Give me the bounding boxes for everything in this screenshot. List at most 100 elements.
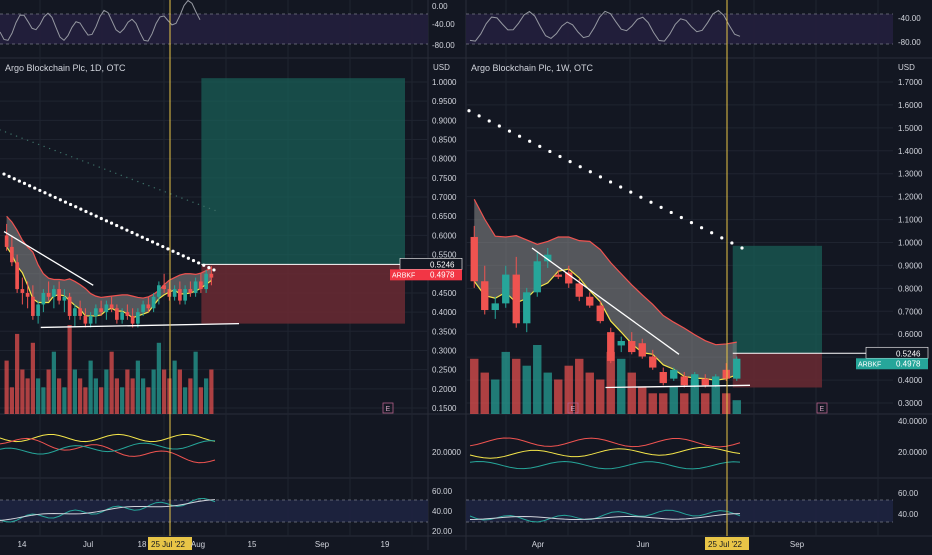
left-candle-body bbox=[204, 273, 208, 290]
right-ma-dot bbox=[517, 134, 522, 138]
right-price-tick-label: 0.7000 bbox=[898, 307, 923, 316]
left-candle-body bbox=[52, 289, 56, 297]
left-stop-zone bbox=[201, 264, 405, 324]
left-ma-dot bbox=[145, 237, 150, 242]
right-candle-body bbox=[533, 261, 541, 293]
right-price-tick-label: 0.9000 bbox=[898, 261, 923, 270]
left-candle-body bbox=[57, 289, 61, 301]
left-candle-body bbox=[62, 296, 67, 301]
left-ma-dot bbox=[28, 184, 32, 188]
right-price-tick-label: 1.4000 bbox=[898, 147, 923, 156]
left-volume-bar bbox=[114, 378, 119, 414]
left-volume-bar bbox=[62, 387, 67, 414]
right-ma-dot bbox=[699, 226, 704, 230]
right-price-tick-label: 1.7000 bbox=[898, 78, 923, 87]
right-bottom-osc-tick: 60.00 bbox=[898, 489, 919, 498]
left-volume-bar bbox=[125, 369, 130, 414]
left-long-ma-dot bbox=[181, 197, 183, 199]
right-earnings-box bbox=[567, 402, 579, 414]
right-candle-body bbox=[544, 254, 552, 262]
left-earnings-box bbox=[382, 402, 394, 414]
right-top-osc-tick: -40.00 bbox=[898, 14, 921, 23]
right-price-tick-label: 1.2000 bbox=[898, 193, 923, 202]
left-ma-dot bbox=[207, 265, 211, 270]
left-cursor-date-box bbox=[148, 537, 192, 550]
left-long-ma-dot bbox=[65, 154, 67, 156]
left-candle-body bbox=[99, 308, 103, 313]
right-chart-title: Argo Blockchain Plc, 1W, OTC bbox=[471, 63, 594, 73]
left-trend-line bbox=[3, 231, 94, 286]
left-ma-dot bbox=[38, 188, 42, 193]
right-volume-bar bbox=[680, 393, 689, 414]
left-volume-bar bbox=[146, 387, 151, 414]
left-price-tick-label: 0.5500 bbox=[432, 251, 457, 260]
right-ma-dot bbox=[629, 190, 633, 194]
left-volume-bar bbox=[46, 369, 51, 414]
right-volume-bar bbox=[575, 358, 584, 414]
left-candle-body bbox=[146, 304, 151, 309]
right-ma-dot bbox=[740, 246, 744, 250]
left-long-ma-dot bbox=[0, 129, 1, 131]
left-dmi-line bbox=[0, 440, 216, 455]
left-time-tick: 19 bbox=[381, 540, 390, 549]
right-price-tick-label: 1.0000 bbox=[898, 239, 923, 248]
left-top-osc-tick: 0.00 bbox=[432, 2, 448, 11]
left-candle-body bbox=[109, 304, 114, 309]
right-dmi-line bbox=[469, 437, 741, 448]
right-ticker-tag bbox=[856, 358, 928, 370]
right-volume-bar bbox=[711, 386, 720, 414]
left-candle-body bbox=[83, 315, 88, 324]
left-ma-dot bbox=[12, 177, 16, 181]
left-long-ma-dot bbox=[159, 189, 161, 191]
right-ma-dot bbox=[548, 149, 552, 154]
right-ma-dot bbox=[487, 119, 491, 123]
right-ma-band bbox=[474, 199, 737, 381]
left-candle-body bbox=[120, 312, 124, 320]
right-time-tick: Sep bbox=[790, 540, 805, 549]
left-ma-dot bbox=[166, 247, 170, 251]
right-ma-dot bbox=[538, 144, 542, 148]
right-volume-bar bbox=[554, 379, 563, 414]
left-ma-dot bbox=[17, 179, 21, 183]
left-volume-bar bbox=[88, 360, 93, 414]
right-time-tick: Apr bbox=[532, 540, 545, 549]
left-top-osc-tick: -80.00 bbox=[432, 41, 455, 50]
left-ma-dot bbox=[2, 172, 6, 176]
left-volume-bar bbox=[156, 342, 161, 414]
right-ma-dot bbox=[528, 139, 532, 143]
right-volume-bar bbox=[627, 372, 636, 414]
right-last-price-text: 0.5246 bbox=[896, 349, 921, 358]
right-bottom-osc-tick: 40.00 bbox=[898, 510, 919, 519]
right-ma-dot bbox=[477, 114, 481, 118]
left-top-osc-tick: -40.00 bbox=[432, 20, 455, 29]
right-time-tick: Jun bbox=[637, 540, 650, 549]
left-volume-bar bbox=[78, 378, 83, 414]
left-price-tick-label: 0.4500 bbox=[432, 289, 457, 298]
left-volume-bar bbox=[172, 360, 177, 414]
left-price-tick-label: 0.3500 bbox=[432, 327, 457, 336]
left-long-ma-dot bbox=[48, 147, 51, 150]
left-volume-bar bbox=[72, 369, 77, 414]
left-candle-body bbox=[199, 281, 203, 290]
left-volume-bar bbox=[167, 378, 172, 414]
left-volume-bar bbox=[57, 378, 62, 414]
right-volume-bar bbox=[701, 393, 710, 414]
left-candle-body bbox=[162, 285, 166, 290]
left-long-ma-dot bbox=[37, 143, 40, 146]
right-ma-dot bbox=[598, 175, 603, 179]
left-volume-bar bbox=[162, 369, 167, 414]
left-volume-bar bbox=[193, 351, 198, 414]
left-ma-dot bbox=[197, 261, 201, 265]
left-candle-body bbox=[209, 273, 214, 278]
left-candle-body bbox=[115, 308, 119, 320]
right-candle-body bbox=[596, 305, 604, 322]
right-ma-dot bbox=[720, 236, 724, 240]
left-volume-bar bbox=[4, 360, 9, 414]
left-ma-dot bbox=[84, 209, 88, 214]
right-mid-osc-tick: 40.0000 bbox=[898, 417, 927, 426]
right-price-tick-label: 1.6000 bbox=[898, 101, 923, 110]
left-candle-body bbox=[73, 308, 77, 316]
left-time-tick: 15 bbox=[248, 540, 257, 549]
